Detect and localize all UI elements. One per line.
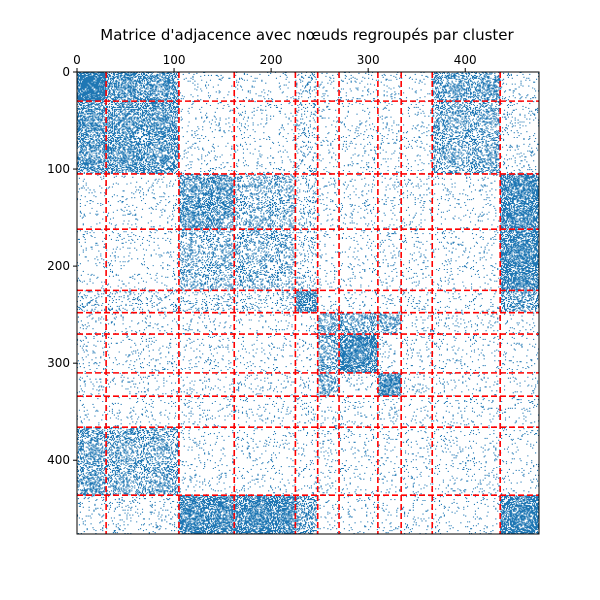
x-tick-label: 0 — [73, 53, 81, 67]
adjacency-points — [76, 71, 540, 535]
plot-points — [76, 71, 540, 535]
y-axis-ticks: 0 100 200 300 400 — [47, 65, 77, 467]
plot-frame — [76, 71, 540, 535]
chart-title: Matrice d'adjacence avec nœuds regroupés… — [100, 26, 514, 44]
y-tick-label: 300 — [47, 356, 70, 370]
x-tick-label: 100 — [163, 53, 186, 67]
cluster-separator-lines — [77, 72, 539, 534]
y-tick-label: 400 — [47, 453, 70, 467]
x-axis-ticks: 0 100 200 300 400 — [73, 53, 477, 72]
y-tick-label: 100 — [47, 162, 70, 176]
x-tick-label: 400 — [454, 53, 477, 67]
y-tick-label: 200 — [47, 259, 70, 273]
x-tick-label: 300 — [357, 53, 380, 67]
y-tick-label: 0 — [62, 65, 70, 79]
x-tick-label: 200 — [260, 53, 283, 67]
